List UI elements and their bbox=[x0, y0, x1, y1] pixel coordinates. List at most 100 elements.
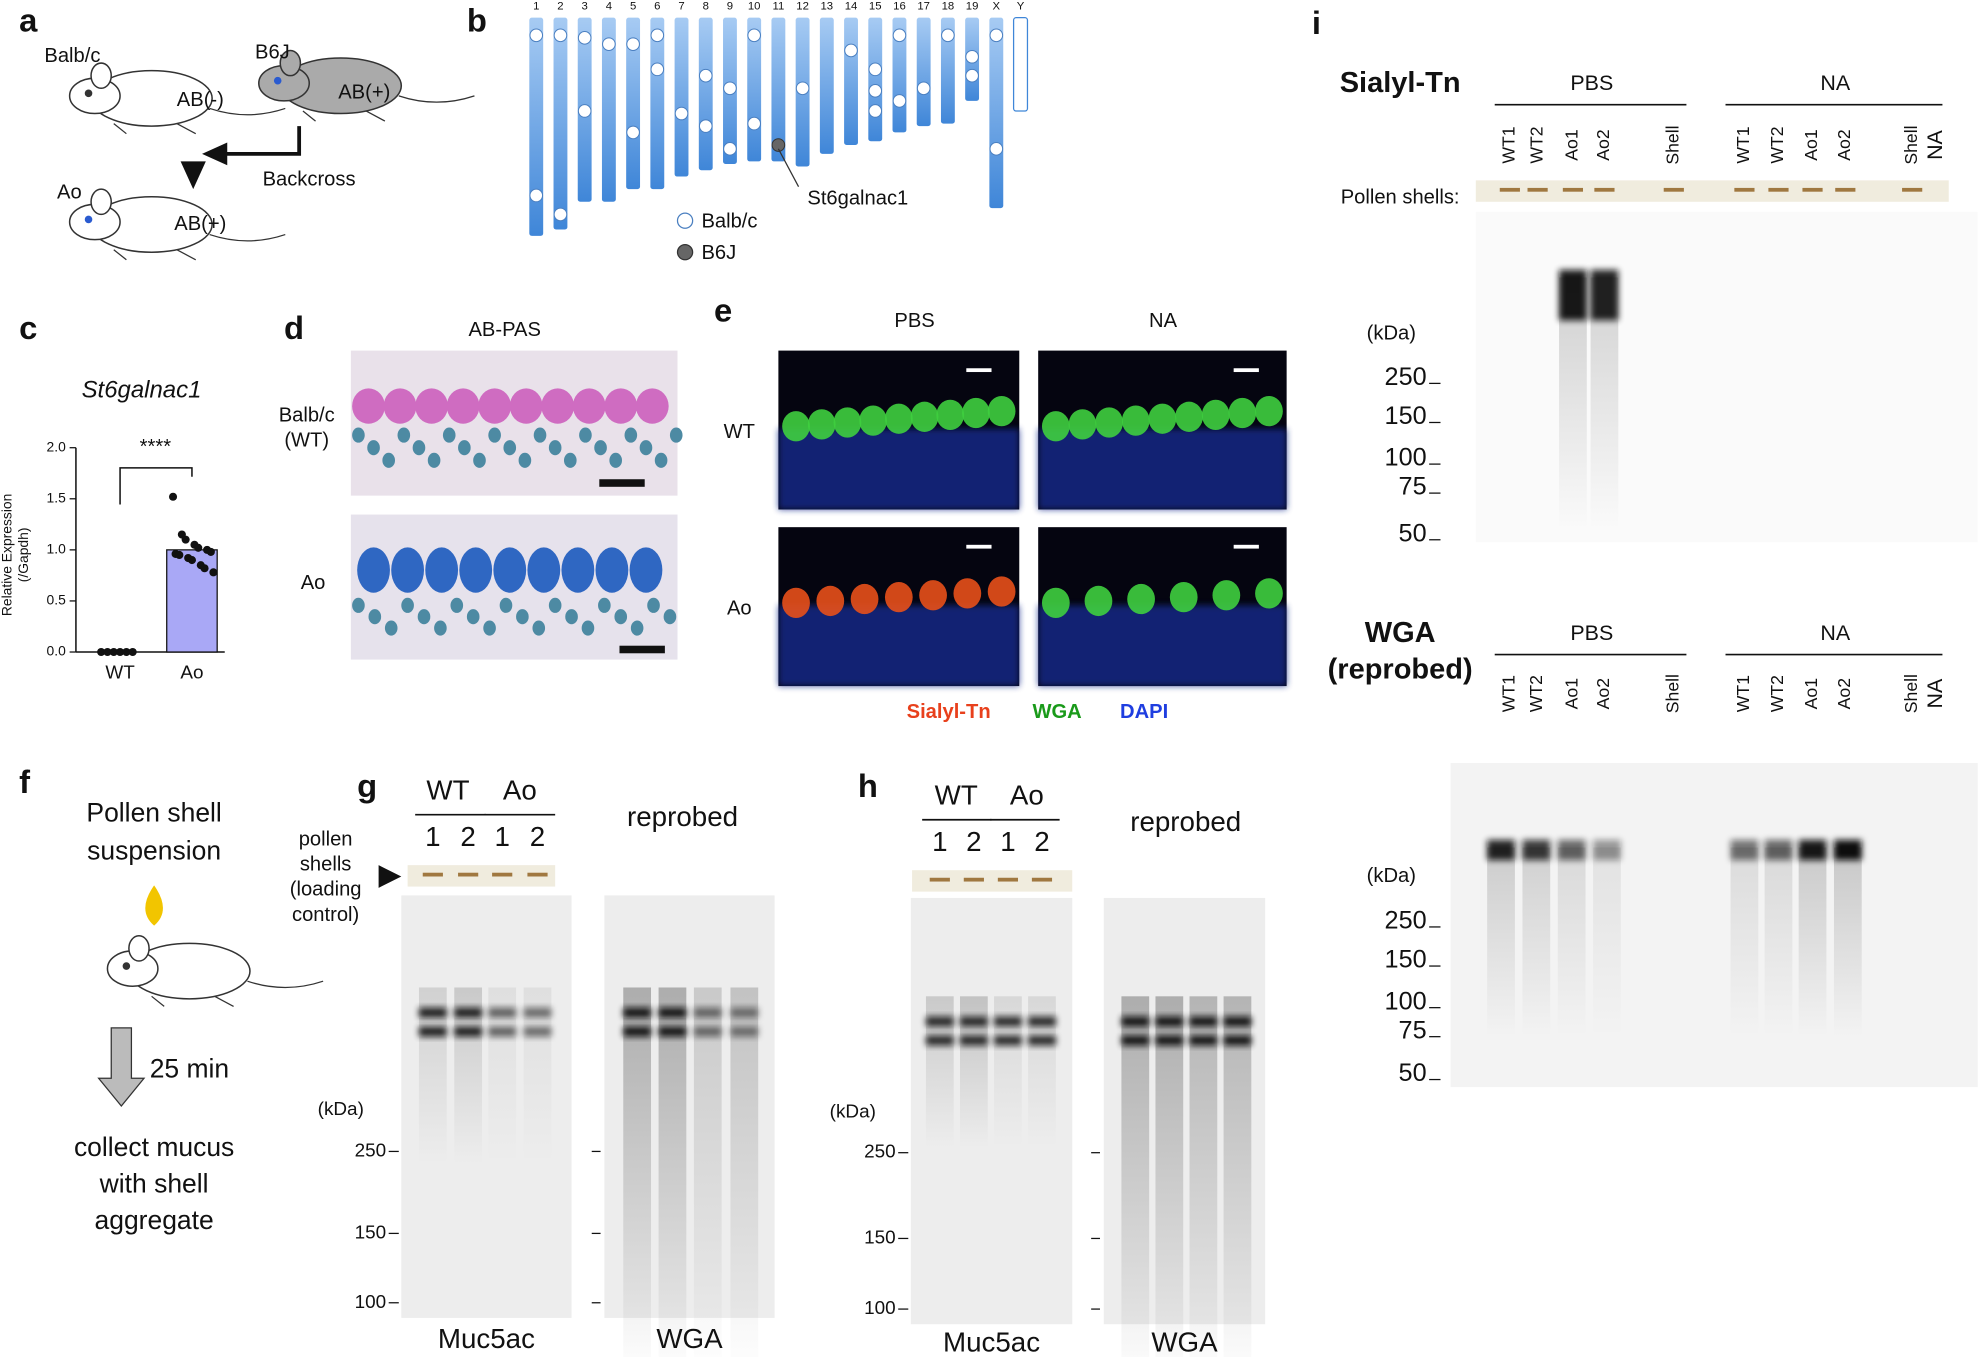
cell bbox=[987, 396, 1016, 427]
lane-label: Ao2 bbox=[1593, 678, 1613, 709]
marker-label: 250 bbox=[864, 1142, 896, 1163]
band bbox=[1764, 839, 1793, 861]
drop bbox=[145, 885, 163, 926]
cell bbox=[1041, 587, 1070, 618]
smear bbox=[693, 987, 722, 1362]
nucleus bbox=[548, 440, 562, 456]
cross-arrow bbox=[224, 126, 302, 156]
smear bbox=[1798, 847, 1827, 1037]
band bbox=[1155, 1035, 1184, 1046]
cell bbox=[962, 397, 990, 429]
band bbox=[925, 1016, 954, 1027]
y-tick-label: 1.0 bbox=[47, 541, 67, 557]
nucleus bbox=[368, 609, 382, 625]
x-tick-label: Ao bbox=[180, 662, 203, 683]
chromosome-label: 15 bbox=[869, 0, 882, 12]
band bbox=[1121, 1035, 1150, 1046]
row-label: WT bbox=[724, 421, 755, 443]
mouse-ear bbox=[279, 49, 302, 77]
y-axis-label: Relative Expression bbox=[0, 494, 14, 616]
band bbox=[1557, 839, 1586, 861]
nucleus bbox=[563, 452, 577, 468]
marker-dot bbox=[892, 94, 907, 108]
legend-dot bbox=[676, 244, 694, 261]
nucleus bbox=[654, 452, 668, 468]
loading-band bbox=[492, 872, 513, 877]
loading-band bbox=[1594, 187, 1615, 192]
goblet-cell bbox=[635, 388, 669, 424]
chromosome-label: 6 bbox=[654, 0, 660, 12]
loading-band bbox=[1562, 187, 1584, 192]
marker-dot bbox=[989, 142, 1004, 156]
marker-dot bbox=[844, 43, 858, 58]
scale-bar bbox=[1233, 544, 1259, 549]
band bbox=[1833, 839, 1862, 861]
nucleus bbox=[609, 452, 623, 468]
band bbox=[658, 1026, 687, 1037]
marker-dot bbox=[892, 28, 907, 43]
cell bbox=[919, 580, 947, 611]
lane-label: 2 bbox=[460, 821, 475, 852]
goblet-cell bbox=[629, 547, 663, 593]
nucleus bbox=[503, 440, 517, 456]
band bbox=[994, 1016, 1022, 1027]
marker-label: 250 bbox=[1385, 907, 1427, 935]
goblet-cell bbox=[561, 547, 595, 593]
mouse-tail bbox=[398, 95, 475, 103]
chromosome-label: 16 bbox=[893, 0, 906, 12]
chromosome bbox=[650, 17, 665, 190]
lane-label: WT1 bbox=[1733, 675, 1753, 712]
goblet-cell bbox=[572, 388, 606, 424]
chromosome-label: 9 bbox=[727, 0, 733, 12]
blot-title: WGA bbox=[1365, 617, 1436, 649]
marker-label: 150 bbox=[1385, 946, 1427, 974]
label: WT bbox=[935, 779, 978, 810]
data-point bbox=[181, 535, 190, 544]
nucleus bbox=[518, 452, 532, 468]
chromosome-label: 1 bbox=[533, 0, 539, 12]
chromosome bbox=[771, 17, 786, 162]
band bbox=[488, 1026, 517, 1037]
label: Pollen shell bbox=[86, 798, 221, 828]
marker-dot bbox=[795, 81, 810, 96]
label: Balb/c bbox=[44, 45, 100, 67]
loading-band bbox=[422, 872, 443, 877]
cell bbox=[987, 576, 1016, 607]
marker-dot bbox=[577, 104, 592, 118]
label: Pollen shells: bbox=[1341, 186, 1460, 208]
mouse-tail bbox=[209, 233, 286, 242]
data-point bbox=[206, 547, 215, 556]
marker-label: 150 bbox=[864, 1227, 896, 1248]
nucleus bbox=[458, 440, 471, 456]
legend-label: B6J bbox=[701, 242, 736, 264]
marker-label: 100 bbox=[864, 1298, 896, 1319]
nucleus bbox=[352, 597, 365, 613]
goblet-cell bbox=[459, 547, 493, 593]
panel-letter: d bbox=[284, 309, 304, 346]
label: reprobed bbox=[1130, 806, 1241, 837]
lane-label: 2 bbox=[966, 826, 981, 857]
label: NA bbox=[1820, 71, 1850, 95]
label: (kDa) bbox=[830, 1101, 876, 1122]
lane-label: NA bbox=[1923, 129, 1947, 159]
chromosome-label: 12 bbox=[796, 0, 809, 12]
rule bbox=[176, 123, 197, 135]
blot-title: (reprobed) bbox=[1328, 654, 1473, 686]
label: PBS bbox=[1570, 71, 1613, 95]
scale-bar bbox=[619, 645, 665, 654]
nucleus bbox=[401, 597, 414, 613]
chromosome-label: 4 bbox=[606, 0, 612, 12]
band bbox=[1223, 1016, 1252, 1027]
chromosome-label: 11 bbox=[772, 0, 784, 12]
marker-dot bbox=[529, 188, 544, 203]
chromosome-label: 2 bbox=[557, 0, 563, 12]
dapi-layer bbox=[778, 605, 1020, 687]
cell bbox=[1228, 397, 1257, 429]
nucleus bbox=[434, 620, 447, 636]
chromosome bbox=[529, 17, 544, 236]
smear bbox=[1593, 847, 1621, 1037]
chromosome bbox=[1012, 17, 1029, 112]
chromosome bbox=[940, 17, 955, 124]
marker-label: 100 bbox=[1385, 987, 1427, 1015]
label: (kDa) bbox=[1367, 323, 1416, 345]
